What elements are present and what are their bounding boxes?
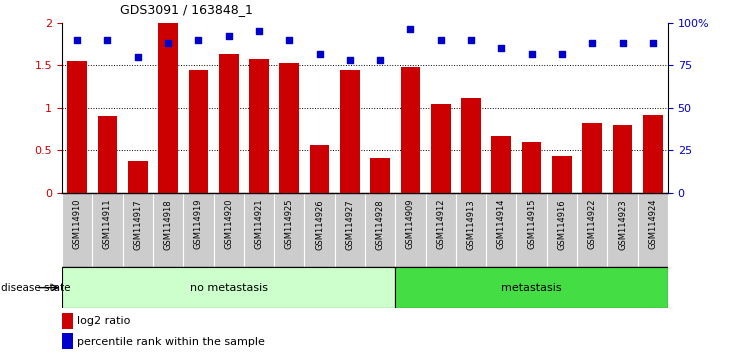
Point	[496, 46, 507, 51]
Text: GSM114925: GSM114925	[285, 199, 293, 249]
Bar	[401, 67, 420, 193]
Text: GSM114928: GSM114928	[376, 199, 385, 250]
Bar	[340, 70, 360, 193]
Bar	[188, 70, 208, 193]
Text: GSM114913: GSM114913	[466, 199, 475, 250]
Text: GSM114921: GSM114921	[255, 199, 264, 249]
Bar	[396, 267, 668, 308]
Bar	[158, 23, 178, 193]
Text: GDS3091 / 163848_1: GDS3091 / 163848_1	[120, 3, 253, 16]
Text: GSM114915: GSM114915	[527, 199, 536, 249]
Point	[162, 40, 174, 45]
Point	[283, 37, 295, 43]
Bar	[491, 136, 511, 193]
Bar	[612, 125, 632, 193]
Text: GSM114924: GSM114924	[648, 199, 657, 249]
Point	[101, 37, 113, 43]
Text: disease state: disease state	[1, 282, 71, 293]
Text: GSM114914: GSM114914	[497, 199, 506, 249]
Text: GSM114922: GSM114922	[588, 199, 596, 249]
Bar	[98, 116, 118, 193]
Point	[253, 28, 265, 34]
Text: metastasis: metastasis	[502, 282, 562, 293]
Text: GSM114918: GSM114918	[164, 199, 172, 250]
Bar	[62, 267, 396, 308]
Point	[344, 57, 356, 62]
Text: GSM114912: GSM114912	[437, 199, 445, 249]
Point	[465, 37, 477, 43]
Text: GSM114909: GSM114909	[406, 199, 415, 249]
Bar	[431, 104, 450, 193]
Text: GSM114910: GSM114910	[73, 199, 82, 249]
Text: GSM114927: GSM114927	[345, 199, 354, 250]
Text: percentile rank within the sample: percentile rank within the sample	[77, 337, 265, 347]
Point	[404, 26, 416, 32]
Text: GSM114911: GSM114911	[103, 199, 112, 249]
Bar	[370, 158, 390, 193]
Point	[647, 40, 658, 45]
Point	[586, 40, 598, 45]
Point	[193, 37, 204, 43]
Bar	[522, 142, 542, 193]
Text: GSM114917: GSM114917	[134, 199, 142, 250]
Bar	[249, 59, 269, 193]
Point	[132, 54, 144, 60]
Point	[526, 52, 537, 57]
Text: GSM114926: GSM114926	[315, 199, 324, 250]
Text: GSM114919: GSM114919	[194, 199, 203, 249]
Bar	[128, 161, 147, 193]
Bar	[461, 98, 481, 193]
Bar	[62, 313, 73, 329]
Text: no metastasis: no metastasis	[190, 282, 268, 293]
Point	[556, 52, 568, 57]
Bar	[67, 61, 87, 193]
Point	[72, 37, 83, 43]
Point	[617, 40, 629, 45]
Point	[314, 52, 326, 57]
Point	[435, 37, 447, 43]
Text: GSM114916: GSM114916	[558, 199, 566, 250]
Bar	[219, 55, 239, 193]
Point	[223, 33, 234, 39]
Bar	[583, 123, 602, 193]
Bar	[62, 333, 73, 349]
Text: GSM114920: GSM114920	[224, 199, 233, 249]
Point	[374, 57, 386, 62]
Bar	[643, 115, 663, 193]
Bar	[280, 63, 299, 193]
Bar	[310, 144, 329, 193]
Text: GSM114923: GSM114923	[618, 199, 627, 250]
Text: log2 ratio: log2 ratio	[77, 316, 131, 326]
Bar	[552, 156, 572, 193]
